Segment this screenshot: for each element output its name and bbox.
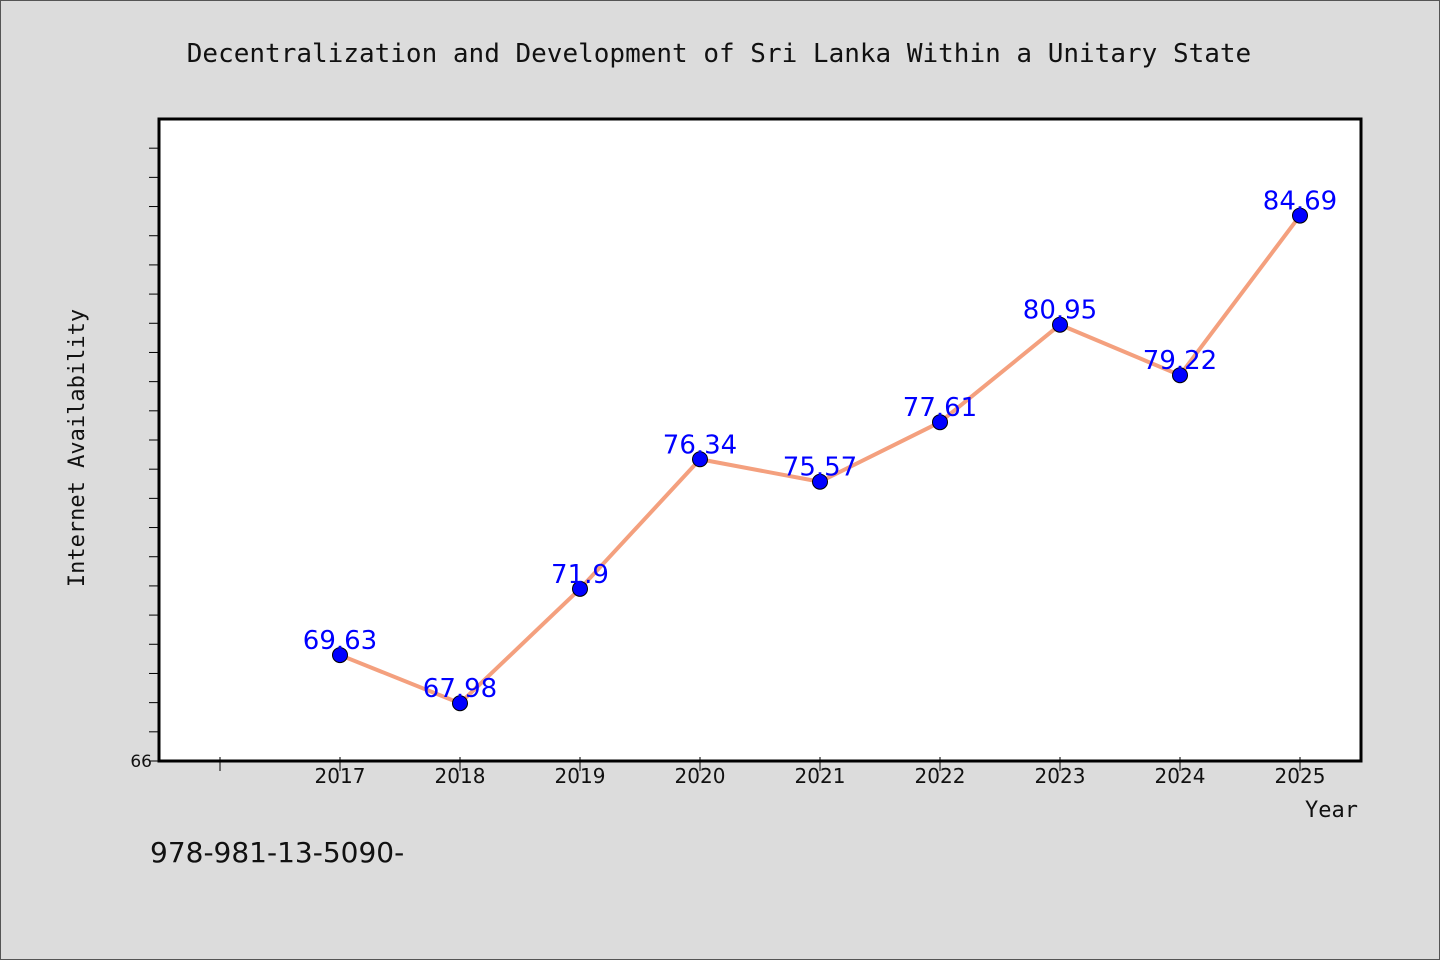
data-series bbox=[332, 207, 1308, 712]
data-point bbox=[332, 647, 348, 664]
x-tick-label: 2021 bbox=[795, 764, 846, 788]
x-tick-label: 2020 bbox=[675, 764, 726, 788]
data-label: 80.95 bbox=[1023, 296, 1097, 326]
data-label: 84.69 bbox=[1263, 187, 1337, 217]
data-label: 67.98 bbox=[423, 674, 497, 704]
x-axis-ticks bbox=[219, 757, 1301, 771]
x-tick-label: 2025 bbox=[1275, 764, 1326, 788]
x-tick-label: 2022 bbox=[915, 764, 966, 788]
data-labels: 69.63 67.98 71.9 76.34 75.57 77.61 80.95 79.22 8… bbox=[303, 187, 1337, 705]
data-label: 71.9 bbox=[551, 560, 609, 590]
plot-area bbox=[157, 117, 1363, 763]
data-point bbox=[572, 580, 588, 597]
data-point bbox=[692, 451, 708, 468]
x-tick-label: 2023 bbox=[1035, 764, 1086, 788]
x-tick-labels: 2017 2018 2019 2020 2021 2022 2023 2024 2025 bbox=[315, 764, 1326, 788]
footer-text: 978-981-13-5090- bbox=[150, 836, 404, 869]
data-label: 79.22 bbox=[1143, 346, 1217, 376]
x-tick-label: 2017 bbox=[315, 764, 366, 788]
data-point bbox=[1052, 316, 1068, 333]
data-point bbox=[1172, 367, 1188, 384]
data-label: 69.63 bbox=[303, 626, 377, 656]
x-axis-label: Year bbox=[1305, 798, 1358, 823]
x-tick-label: 2024 bbox=[1155, 764, 1206, 788]
data-point bbox=[932, 414, 948, 431]
data-label: 76.34 bbox=[663, 430, 737, 460]
x-tick-label: 2019 bbox=[555, 764, 606, 788]
y-tick-label: 66 bbox=[130, 752, 152, 772]
y-axis-label: Internet Availability bbox=[65, 309, 90, 587]
data-point bbox=[812, 473, 828, 490]
data-point bbox=[452, 695, 468, 712]
x-tick-label: 2018 bbox=[435, 764, 486, 788]
data-label: 77.61 bbox=[903, 393, 977, 423]
data-label: 75.57 bbox=[783, 453, 857, 483]
chart-title: Decentralization and Development of Sri … bbox=[187, 39, 1251, 69]
data-point bbox=[1292, 207, 1308, 224]
y-axis-ticks bbox=[149, 147, 159, 762]
